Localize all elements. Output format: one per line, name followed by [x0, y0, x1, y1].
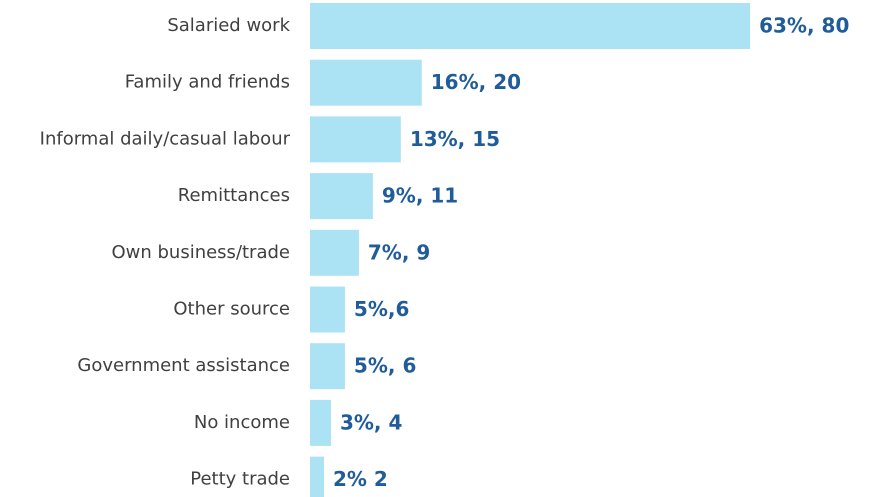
- value-label: 9%, 11: [382, 184, 458, 208]
- category-label: Government assistance: [77, 355, 290, 376]
- category-label: Petty trade: [190, 469, 290, 490]
- bar: [310, 116, 401, 163]
- value-label: 63%, 80: [759, 14, 849, 38]
- bar: [310, 229, 359, 276]
- value-label: 3%, 4: [340, 410, 402, 434]
- bar: [310, 286, 345, 333]
- bar: [310, 59, 422, 106]
- value-label: 5%, 6: [354, 354, 416, 378]
- bar: [310, 173, 373, 220]
- category-label: Own business/trade: [111, 242, 290, 263]
- bar: [310, 343, 345, 390]
- category-label: Salaried work: [167, 15, 290, 36]
- bar: [310, 456, 324, 497]
- category-label: Other source: [173, 299, 290, 320]
- category-label: Remittances: [178, 185, 290, 206]
- value-label: 5%,6: [354, 297, 409, 321]
- bar: [310, 399, 331, 446]
- value-label: 16%, 20: [431, 70, 521, 94]
- category-label: Informal daily/casual labour: [40, 128, 291, 149]
- category-label: No income: [194, 412, 290, 433]
- value-label: 2% 2: [333, 467, 388, 491]
- value-label: 7%, 9: [368, 240, 430, 264]
- bar: [310, 3, 751, 49]
- value-label: 13%, 15: [410, 127, 500, 151]
- category-label: Family and friends: [125, 72, 290, 93]
